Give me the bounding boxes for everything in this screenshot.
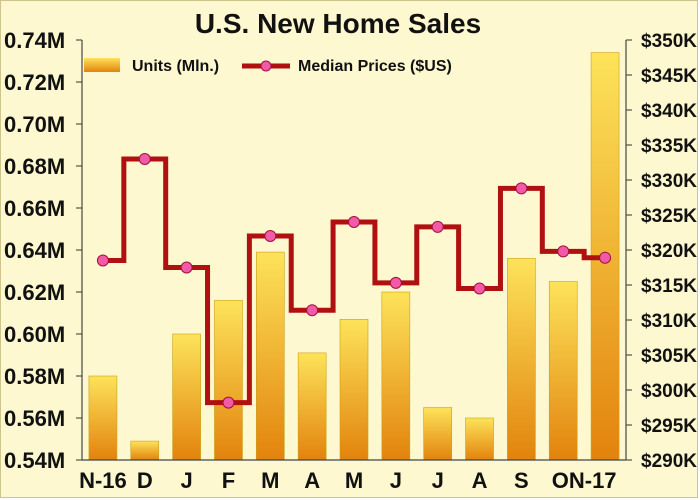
price-marker — [515, 182, 528, 195]
price-marker — [557, 245, 570, 258]
x-tick-label: M — [261, 468, 279, 493]
y-left-tick-label: 0.68M — [4, 154, 65, 179]
y-left-tick-label: 0.66M — [4, 196, 65, 221]
price-marker — [264, 230, 277, 242]
y-left-tick-label: 0.56M — [4, 406, 65, 431]
y-right-tick-label: $290K — [641, 451, 697, 472]
x-tick-label: A — [472, 468, 488, 493]
bar-units — [256, 251, 285, 461]
y-left-tick-label: 0.70M — [4, 112, 65, 137]
y-left-tick-label: 0.64M — [4, 238, 65, 263]
y-left-tick-label: 0.74M — [4, 28, 65, 53]
x-tick-label: D — [137, 468, 153, 493]
y-right-tick-label: $345K — [641, 66, 697, 87]
y-left-tick-label: 0.72M — [4, 70, 65, 95]
x-tick-label: M — [345, 468, 363, 493]
bar-units — [548, 281, 578, 461]
bar-units — [381, 291, 411, 461]
x-tick-label: S — [514, 468, 529, 493]
price-marker — [431, 220, 444, 233]
bar-units — [423, 407, 452, 461]
price-marker — [138, 153, 151, 165]
x-tick-label: ON-17 — [552, 468, 617, 493]
legend-label-units: Units (Mln.) — [132, 58, 219, 75]
y-right-tick-label: $325K — [641, 206, 697, 227]
y-left-tick-label: 0.62M — [4, 280, 65, 305]
price-marker — [306, 304, 319, 317]
price-marker — [599, 251, 612, 264]
y-right-tick-label: $350K — [641, 31, 697, 52]
bar-units — [297, 352, 327, 461]
bar-units — [172, 333, 201, 461]
y-right-tick-label: $300K — [641, 381, 697, 402]
bar-units — [339, 318, 369, 461]
legend-marker-swatch — [260, 60, 272, 72]
bar-units — [130, 440, 160, 461]
x-tick-label: N-16 — [79, 468, 127, 493]
y-left-tick-label: 0.54M — [4, 448, 65, 473]
legend-bar-swatch — [84, 58, 120, 72]
axes-layer: 0.54M 0.56M 0.58M 0.60M 0.62M 0.64M 0.66M 0.68M… — [4, 28, 697, 493]
bar-units — [88, 375, 118, 461]
x-tick-label: J — [432, 468, 444, 493]
x-tick-label: A — [304, 468, 320, 493]
y-right-tick-label: $330K — [641, 171, 697, 192]
y-right-tick-label: $335K — [641, 136, 697, 157]
y-right-tick-label: $320K — [641, 241, 697, 262]
legend: Units (Mln.) Median Prices ($US) — [84, 58, 452, 75]
chart-title: U.S. New Home Sales — [195, 8, 481, 39]
bar-units — [507, 258, 536, 461]
legend-label-prices: Median Prices ($US) — [298, 58, 452, 75]
price-marker — [389, 276, 402, 289]
y-right-tick-label: $310K — [641, 311, 697, 332]
x-tick-label: F — [222, 468, 235, 493]
x-tick-label: J — [390, 468, 402, 493]
price-marker — [473, 282, 486, 295]
price-marker — [222, 396, 235, 409]
bars-layer — [88, 52, 620, 461]
y-left-tick-label: 0.60M — [4, 322, 65, 347]
y-right-tick-label: $315K — [641, 276, 697, 297]
y-right-tick-label: $295K — [641, 416, 697, 437]
y-left-tick-label: 0.58M — [4, 364, 65, 389]
price-marker — [96, 254, 109, 267]
x-tick-label: J — [180, 468, 192, 493]
bar-units — [214, 300, 243, 461]
y-right-tick-label: $305K — [641, 346, 697, 367]
price-marker — [348, 216, 360, 228]
price-marker — [180, 261, 193, 274]
bar-units — [465, 417, 494, 461]
price-line-layer — [96, 153, 612, 409]
y-right-tick-label: $340K — [641, 101, 697, 122]
